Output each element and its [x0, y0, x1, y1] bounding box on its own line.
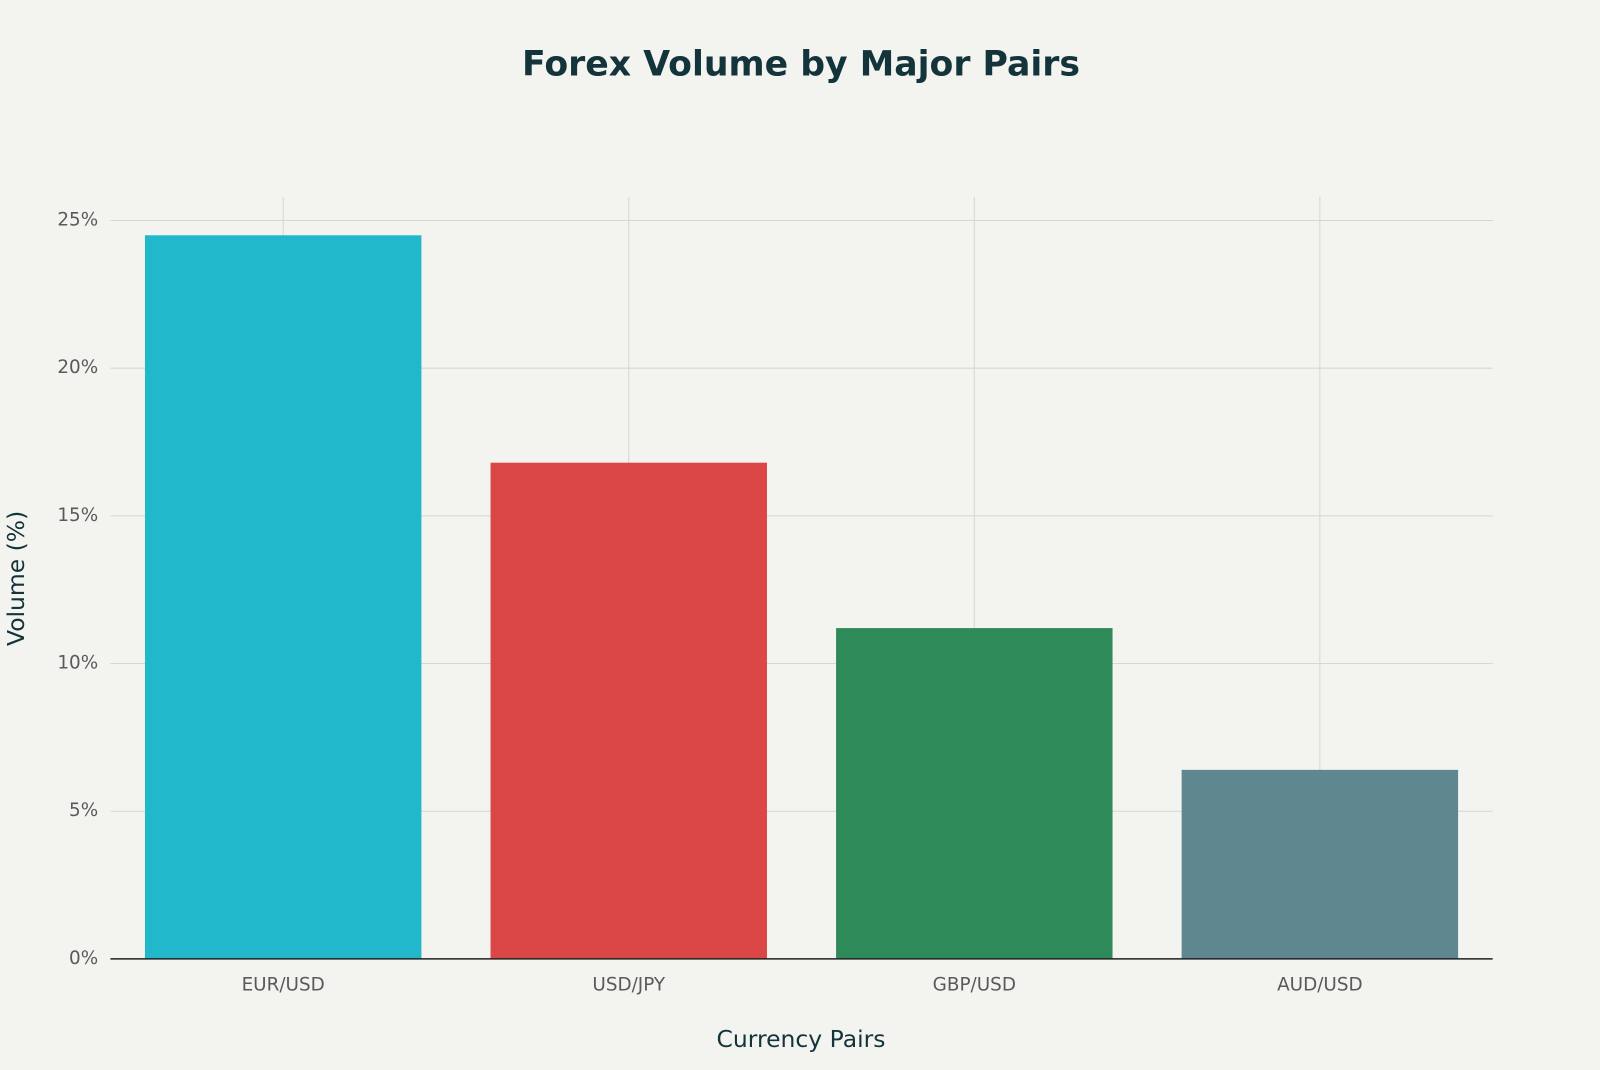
bar	[144, 235, 422, 959]
x-tick-label: EUR/USD	[242, 974, 325, 995]
bar	[1181, 769, 1459, 959]
x-axis-label: Currency Pairs	[717, 1025, 886, 1053]
bar	[836, 628, 1113, 959]
y-tick-label: 5%	[69, 800, 98, 821]
x-tick-label: AUD/USD	[1277, 974, 1363, 995]
bar	[490, 462, 767, 959]
y-tick-label: 25%	[57, 210, 98, 231]
chart-title: Forex Volume by Major Pairs	[522, 44, 1080, 84]
y-tick-label: 10%	[57, 653, 98, 674]
bars	[144, 235, 1459, 959]
y-tick-label: 20%	[57, 357, 98, 378]
y-axis-label: Volume (%)	[2, 511, 30, 646]
x-tick-label: GBP/USD	[933, 974, 1016, 995]
y-tick-label: 0%	[69, 948, 98, 969]
x-tick-label: USD/JPY	[592, 974, 665, 995]
y-tick-label: 15%	[57, 505, 98, 526]
